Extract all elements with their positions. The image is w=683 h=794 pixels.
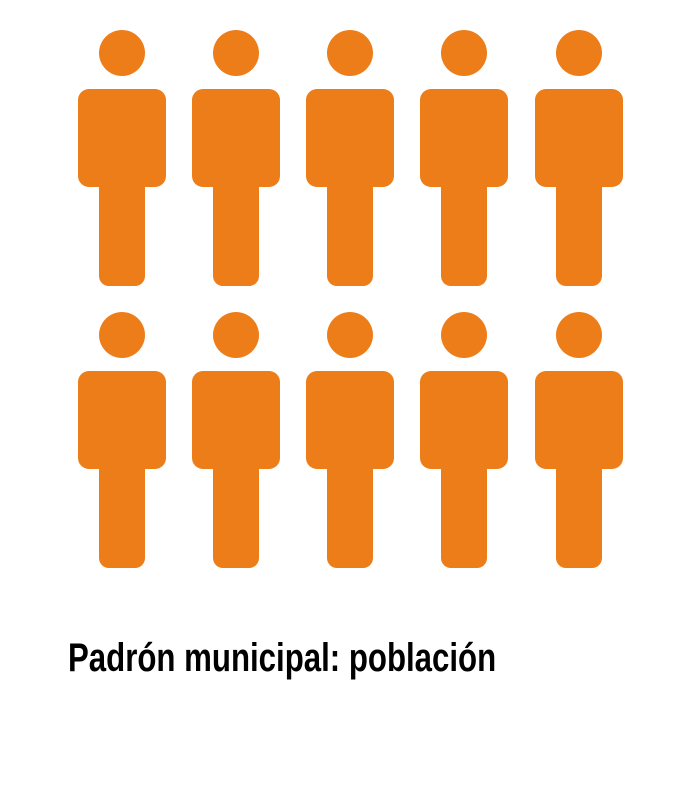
person-head	[327, 30, 373, 76]
person-icon	[78, 30, 166, 290]
caption-title: Padrón municipal: población	[68, 636, 497, 680]
person-leg	[327, 452, 373, 568]
person-icon	[306, 312, 394, 572]
person-leg	[99, 170, 145, 286]
person-icon	[535, 30, 623, 290]
person-head	[99, 30, 145, 76]
person-head	[441, 30, 487, 76]
person-leg	[213, 170, 259, 286]
person-icon	[192, 312, 280, 572]
person-leg	[327, 170, 373, 286]
person-icon	[420, 30, 508, 290]
person-leg	[556, 170, 602, 286]
person-head	[99, 312, 145, 358]
person-leg	[213, 452, 259, 568]
person-head	[556, 30, 602, 76]
person-leg	[99, 452, 145, 568]
person-icon	[78, 312, 166, 572]
person-head	[213, 30, 259, 76]
person-head	[213, 312, 259, 358]
person-icon	[420, 312, 508, 572]
person-head	[441, 312, 487, 358]
person-leg	[441, 452, 487, 568]
person-figure-grid	[78, 30, 623, 572]
person-icon	[306, 30, 394, 290]
person-icon	[192, 30, 280, 290]
person-head	[556, 312, 602, 358]
person-head	[327, 312, 373, 358]
person-leg	[441, 170, 487, 286]
person-icon	[535, 312, 623, 572]
person-leg	[556, 452, 602, 568]
